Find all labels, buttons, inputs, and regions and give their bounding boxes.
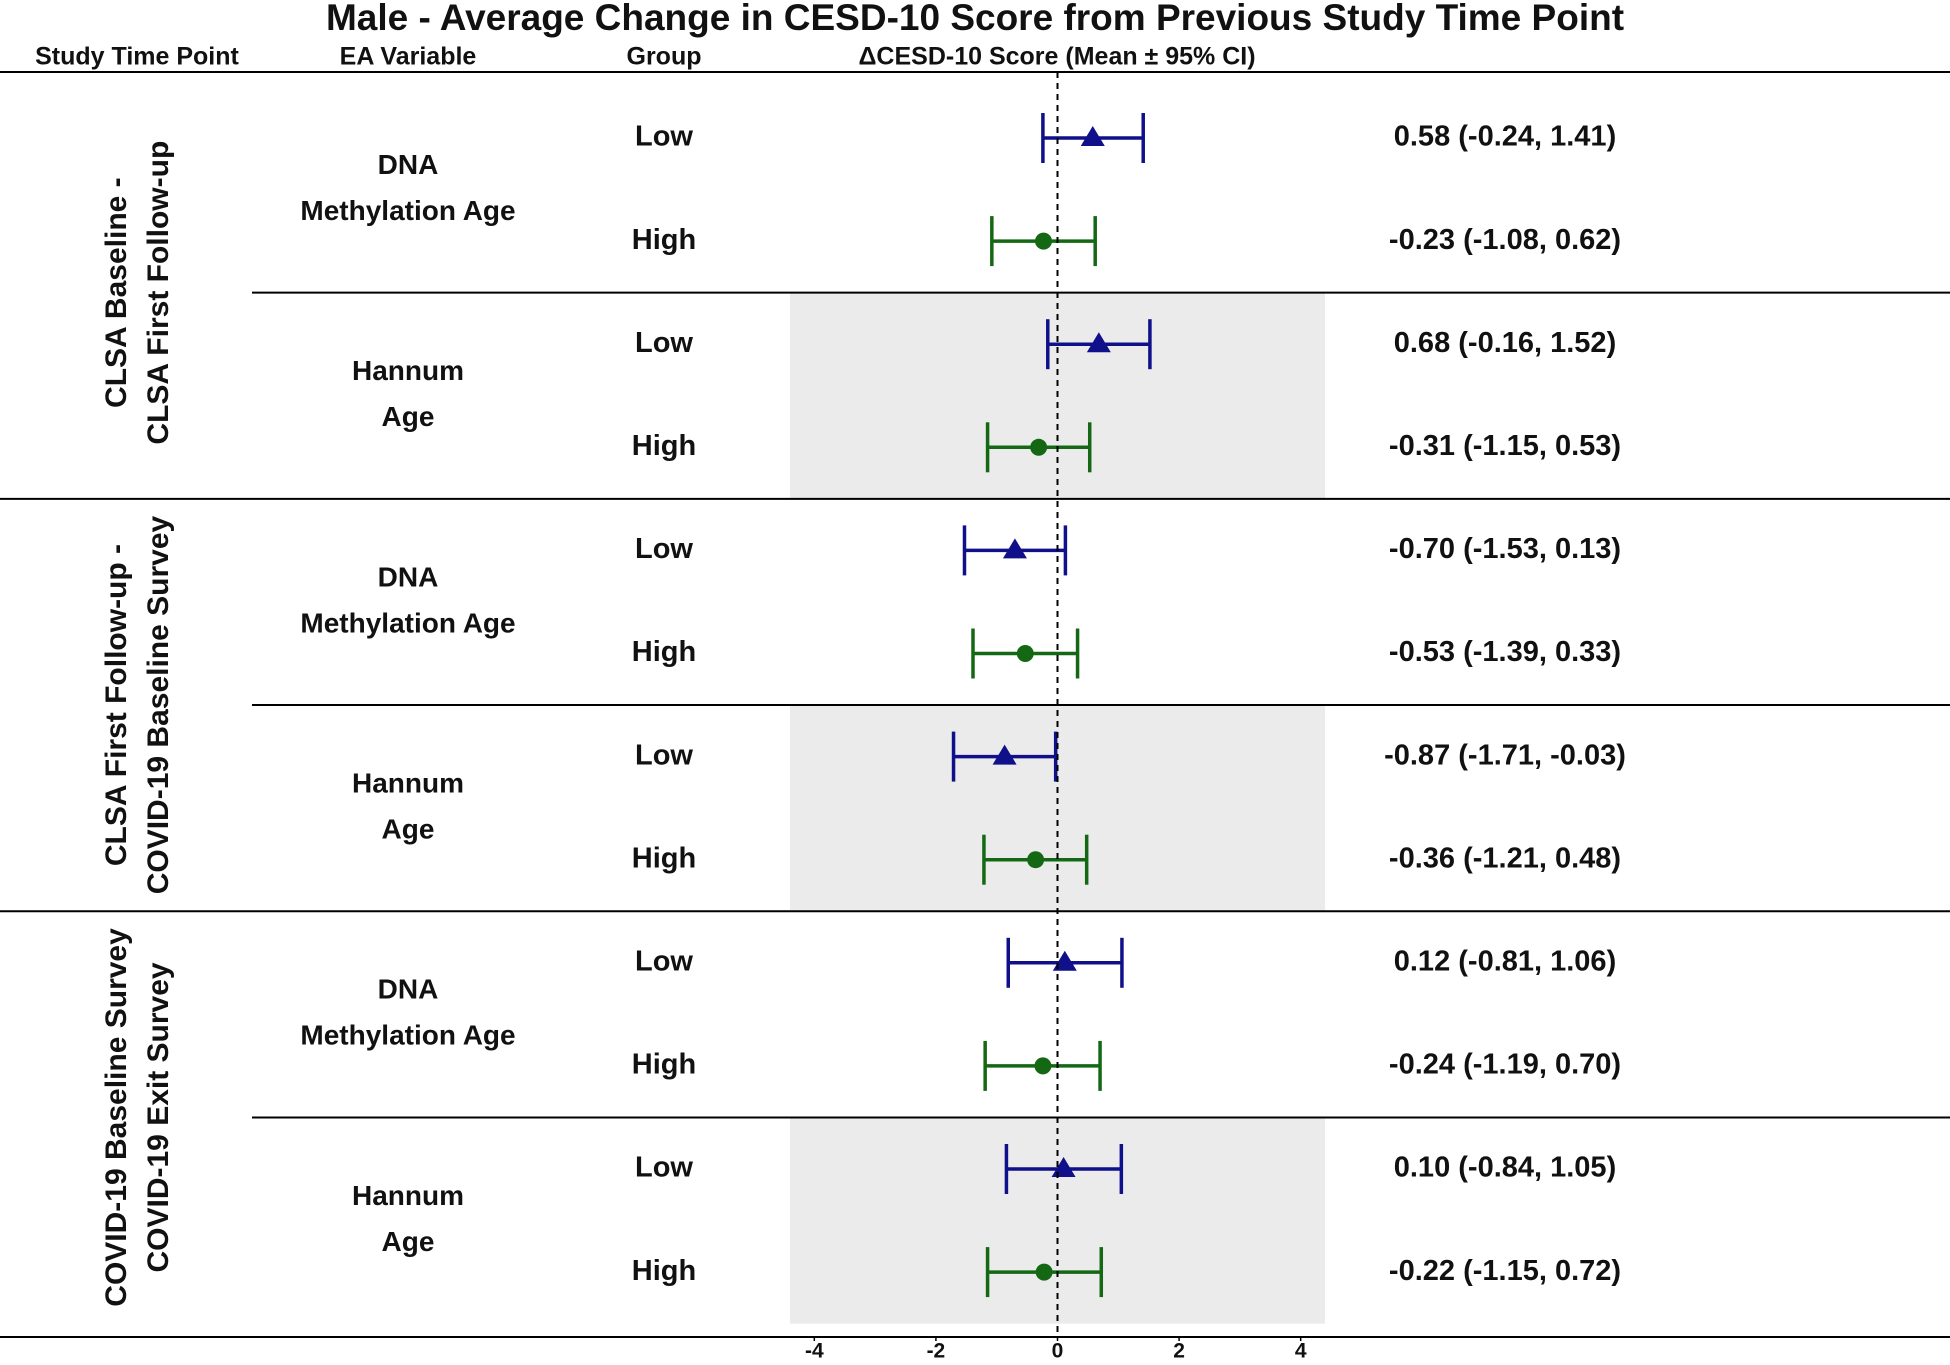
mean-marker <box>1052 950 1077 971</box>
mean-marker <box>1002 538 1027 559</box>
x-tick-label: 2 <box>1173 1340 1185 1363</box>
x-tick-label: 4 <box>1295 1340 1307 1363</box>
mean-marker <box>1027 851 1045 869</box>
ea-variable-label: DNA <box>378 149 439 180</box>
group-label: Low <box>635 739 693 771</box>
mean-marker <box>1035 232 1053 250</box>
ea-variable-label: Age <box>382 814 435 845</box>
ea-variable-label: Age <box>382 401 435 432</box>
estimate-label: -0.36 (-1.21, 0.48) <box>1389 842 1621 874</box>
chart-title: Male - Average Change in CESD-10 Score f… <box>326 0 1624 38</box>
mean-marker <box>1086 332 1111 353</box>
ea-variable-label: Methylation Age <box>300 607 515 638</box>
group-label: High <box>632 1049 696 1081</box>
mean-marker <box>1035 1263 1053 1281</box>
group-label: High <box>632 636 696 668</box>
ea-variable-label: Methylation Age <box>300 1020 515 1051</box>
section-label: COVID-19 Baseline Survey <box>142 515 175 894</box>
estimate-label: 0.68 (-0.16, 1.52) <box>1394 327 1616 359</box>
estimate-label: 0.12 (-0.81, 1.06) <box>1394 945 1616 977</box>
ea-variable-label: DNA <box>378 974 439 1005</box>
estimate-label: -0.70 (-1.53, 0.13) <box>1389 533 1621 565</box>
section-label: COVID-19 Exit Survey <box>142 962 175 1272</box>
ea-variable-label: Age <box>382 1226 435 1257</box>
x-tick-label: -2 <box>927 1340 946 1363</box>
ea-variable-label: Methylation Age <box>300 195 515 226</box>
estimate-label: -0.87 (-1.71, -0.03) <box>1384 739 1626 771</box>
group-label: Low <box>635 121 693 153</box>
estimate-label: -0.24 (-1.19, 0.70) <box>1389 1049 1621 1081</box>
estimate-label: -0.53 (-1.39, 0.33) <box>1389 636 1621 668</box>
mean-marker <box>1080 126 1105 146</box>
mean-marker <box>1030 438 1048 456</box>
group-label: High <box>632 224 696 256</box>
mean-marker <box>1034 1057 1052 1075</box>
ea-variable-label: Hannum <box>352 355 464 386</box>
estimate-label: -0.23 (-1.08, 0.62) <box>1389 224 1621 256</box>
estimate-label: 0.10 (-0.84, 1.05) <box>1394 1152 1616 1184</box>
column-header: Study Time Point <box>35 43 239 71</box>
group-label: Low <box>635 533 693 565</box>
section-label: CLSA First Follow-up - <box>100 544 133 866</box>
section-label: CLSA First Follow-up <box>142 141 175 445</box>
estimate-label: 0.58 (-0.24, 1.41) <box>1394 121 1616 153</box>
estimate-label: -0.22 (-1.15, 0.72) <box>1389 1255 1621 1287</box>
group-label: Low <box>635 1152 693 1184</box>
group-label: High <box>632 842 696 874</box>
ea-variable-label: Hannum <box>352 1180 464 1211</box>
group-label: High <box>632 1255 696 1287</box>
column-header: EA Variable <box>340 43 477 71</box>
x-tick-label: 0 <box>1052 1340 1064 1363</box>
ea-variable-label: Hannum <box>352 768 464 799</box>
group-label: Low <box>635 327 693 359</box>
section-label: CLSA Baseline - <box>100 177 133 408</box>
column-header: Group <box>627 43 702 71</box>
estimate-label: -0.31 (-1.15, 0.53) <box>1389 430 1621 462</box>
ea-variable-label: DNA <box>378 561 439 592</box>
mean-marker <box>1016 645 1034 662</box>
mean-marker <box>992 744 1017 765</box>
x-tick-label: -4 <box>805 1340 824 1363</box>
column-header: ΔCESD-10 Score (Mean ± 95% CI) <box>858 43 1255 71</box>
group-label: High <box>632 430 696 462</box>
section-label: COVID-19 Baseline Survey <box>100 928 133 1307</box>
group-label: Low <box>635 945 693 977</box>
